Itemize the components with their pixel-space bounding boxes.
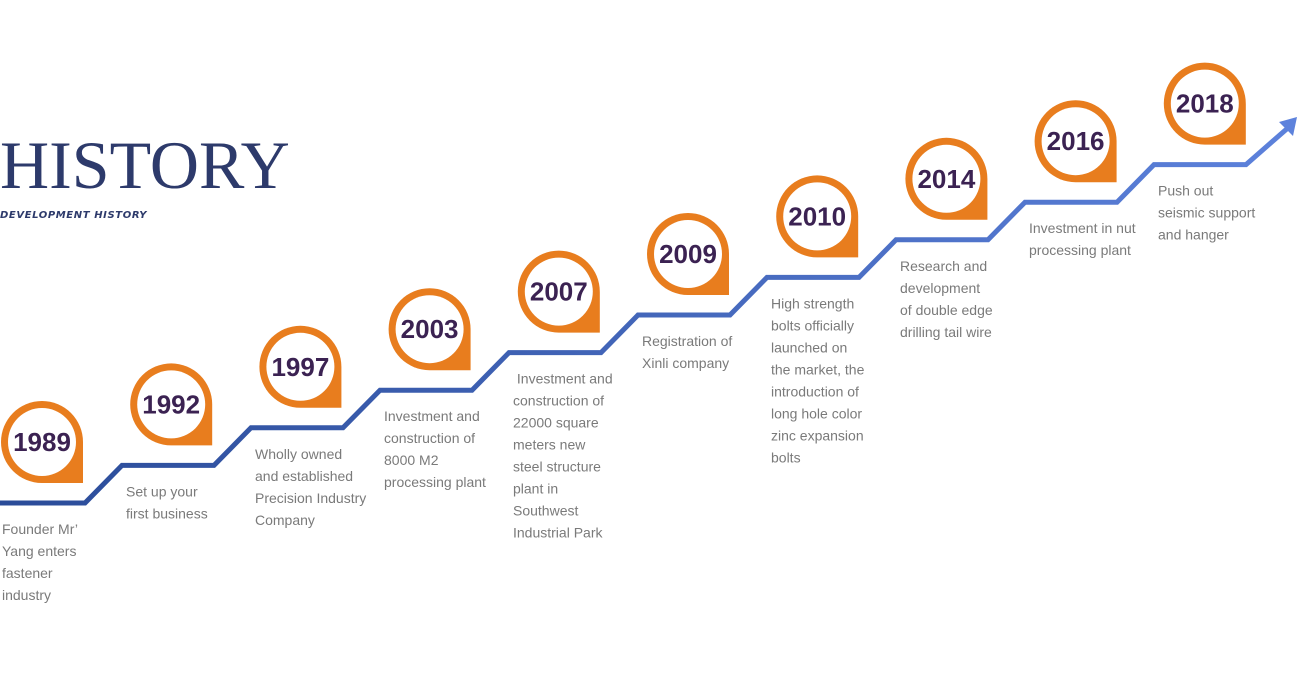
event-text: Investment in nut xyxy=(1029,220,1136,236)
event-text: construction of xyxy=(384,430,475,446)
pin-inner xyxy=(1170,69,1239,138)
event-text: and hanger xyxy=(1158,227,1229,243)
event-text: drilling tail wire xyxy=(900,324,992,340)
event-text: long hole color xyxy=(771,405,862,421)
event-text: Push out xyxy=(1158,183,1213,199)
event-text: 8000 M2 xyxy=(384,452,439,468)
pin-inner xyxy=(137,370,206,439)
event-text: High strength xyxy=(771,295,854,311)
year: 2016 xyxy=(1047,126,1105,156)
event-text: Precision Industry xyxy=(255,490,366,506)
event-text: of double edge xyxy=(900,302,993,318)
event-text: construction of xyxy=(513,393,604,409)
year: 2009 xyxy=(659,239,717,269)
event-text: processing plant xyxy=(1029,242,1131,258)
event-text: first business xyxy=(126,505,208,521)
event-text: launched on xyxy=(771,339,847,355)
pin-inner xyxy=(1041,107,1110,176)
year: 1997 xyxy=(271,352,329,382)
event-text: bolts officially xyxy=(771,317,854,333)
event-text: steel structure xyxy=(513,459,601,475)
event-text: zinc expansion xyxy=(771,427,864,443)
event-text: Company xyxy=(255,512,315,528)
pin-inner xyxy=(654,220,722,288)
event-text: Yang enters xyxy=(2,543,76,559)
pin-inner xyxy=(395,295,464,364)
pin-inner xyxy=(783,182,852,251)
arrow-head xyxy=(1279,117,1297,136)
year: 2010 xyxy=(788,201,846,231)
event-text: Registration of xyxy=(642,333,732,349)
event-text: meters new xyxy=(513,437,586,453)
year: 1989 xyxy=(13,427,71,457)
title: HISTORY xyxy=(0,127,290,203)
event-text: Founder Mr’ xyxy=(2,521,78,537)
event-text: introduction of xyxy=(771,383,859,399)
step-line xyxy=(0,125,1291,506)
pin-inner xyxy=(266,332,335,401)
event-text: industry xyxy=(2,587,51,603)
event-text: development xyxy=(900,280,980,296)
year: 2018 xyxy=(1176,89,1234,119)
subtitle: DEVELOPMENT HISTORY xyxy=(0,210,148,221)
pin-inner xyxy=(912,144,981,213)
year: 2014 xyxy=(917,164,975,194)
event-text: Xinli company xyxy=(642,355,729,371)
pin-inner xyxy=(8,408,76,476)
event-text: Southwest xyxy=(513,503,578,519)
pin-inner xyxy=(524,257,593,326)
event-text: Industrial Park xyxy=(513,525,603,541)
event-text: 22000 square xyxy=(513,415,599,431)
year: 1992 xyxy=(142,389,200,419)
event-text: fastener xyxy=(2,565,53,581)
event-text: the market, the xyxy=(771,361,865,377)
event-text: bolts xyxy=(771,449,801,465)
event-text: and established xyxy=(255,468,353,484)
event-text: Investment and xyxy=(513,371,613,387)
event-text: seismic support xyxy=(1158,205,1255,221)
event-text: Set up your xyxy=(126,483,198,499)
event-text: Investment and xyxy=(384,408,480,424)
year: 2003 xyxy=(401,314,459,344)
event-text: plant in xyxy=(513,481,558,497)
event-text: Wholly owned xyxy=(255,446,342,462)
event-text: processing plant xyxy=(384,474,486,490)
year: 2007 xyxy=(530,277,588,307)
event-text: Research and xyxy=(900,258,987,274)
